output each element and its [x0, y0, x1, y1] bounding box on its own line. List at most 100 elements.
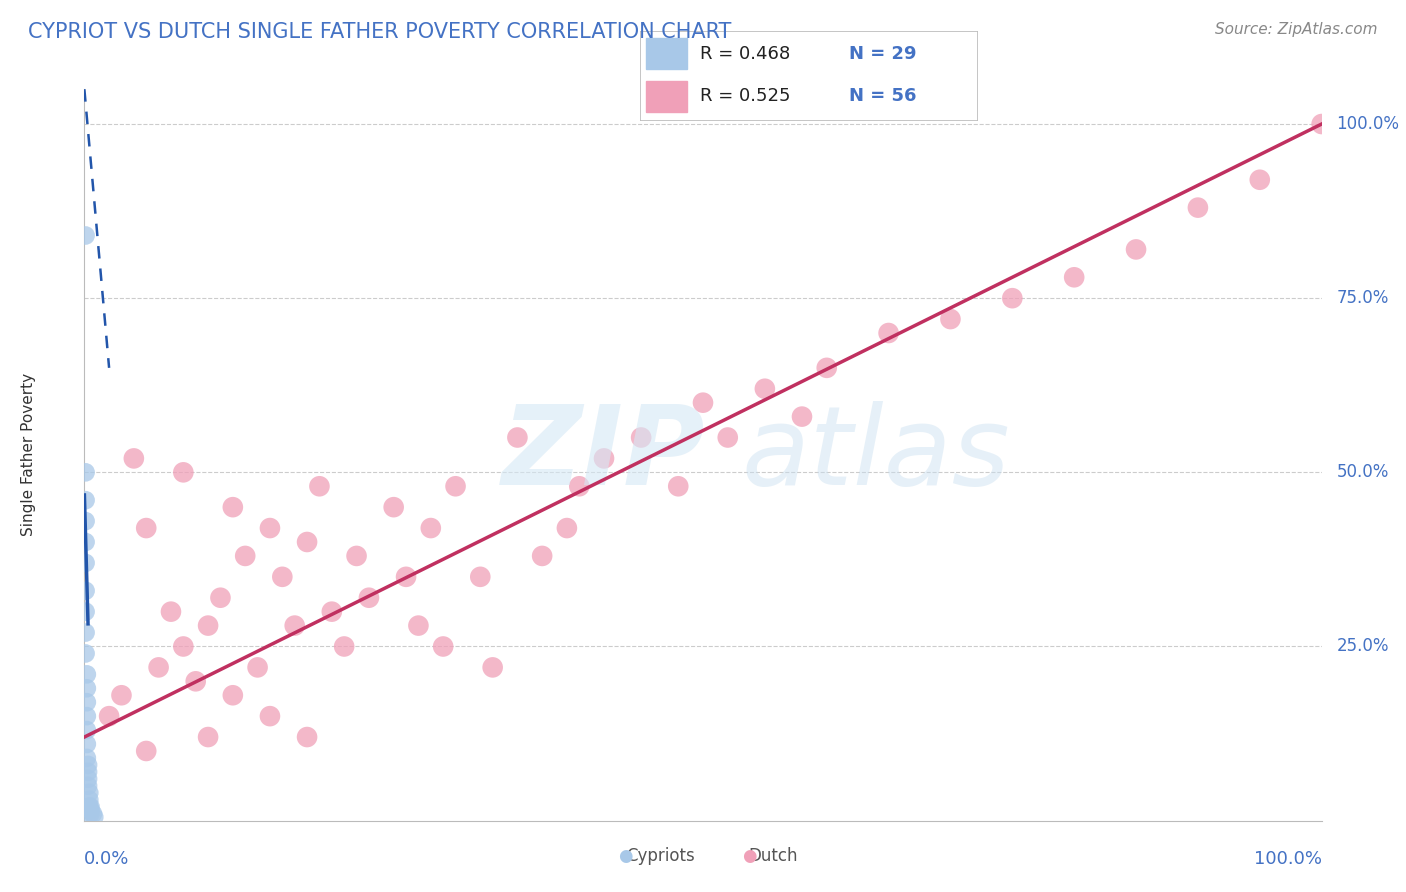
Point: [308, 479, 330, 493]
Point: [295, 730, 318, 744]
Point: [419, 521, 441, 535]
Point: [83, 810, 105, 824]
Point: [815, 360, 838, 375]
Point: [692, 395, 714, 409]
Point: [148, 660, 170, 674]
Point: [77, 764, 100, 779]
Point: [444, 479, 467, 493]
Point: [1187, 201, 1209, 215]
Point: [76, 667, 98, 681]
Point: [197, 618, 219, 632]
Point: [1001, 291, 1024, 305]
Point: [233, 549, 256, 563]
Point: [481, 660, 503, 674]
Bar: [647, 81, 688, 112]
Point: [172, 466, 194, 480]
Text: R = 0.468: R = 0.468: [700, 45, 790, 62]
Text: atlas: atlas: [742, 401, 1011, 508]
Point: [135, 521, 157, 535]
Point: [172, 640, 194, 654]
Point: [717, 430, 740, 444]
Text: ●: ●: [619, 847, 633, 865]
Text: ●: ●: [742, 847, 756, 865]
Point: [877, 326, 900, 340]
Point: [432, 640, 454, 654]
Point: [75, 647, 97, 661]
Point: [259, 521, 281, 535]
Text: 75.0%: 75.0%: [1337, 289, 1389, 307]
Point: [79, 803, 101, 817]
Point: [75, 493, 97, 508]
Point: [75, 535, 97, 549]
Point: [630, 430, 652, 444]
Text: Single Father Poverty: Single Father Poverty: [21, 374, 37, 536]
Point: [568, 479, 591, 493]
Point: [470, 570, 492, 584]
Point: [284, 618, 307, 632]
Point: [295, 535, 318, 549]
Point: [408, 618, 430, 632]
Point: [76, 709, 98, 723]
Text: Source: ZipAtlas.com: Source: ZipAtlas.com: [1215, 22, 1378, 37]
Point: [76, 695, 98, 709]
Point: [79, 806, 101, 821]
Point: [160, 605, 183, 619]
Point: [357, 591, 380, 605]
Point: [1125, 243, 1147, 257]
Point: [939, 312, 962, 326]
Point: [754, 382, 776, 396]
Point: [197, 730, 219, 744]
Point: [122, 451, 145, 466]
Text: Cypriots: Cypriots: [627, 847, 695, 865]
Point: [531, 549, 554, 563]
Point: [1249, 173, 1271, 187]
Point: [79, 786, 101, 800]
Text: N = 29: N = 29: [849, 45, 917, 62]
Point: [77, 758, 100, 772]
Text: 50.0%: 50.0%: [1337, 463, 1389, 482]
Point: [82, 806, 104, 821]
Point: [75, 605, 97, 619]
Point: [1310, 117, 1333, 131]
Text: 25.0%: 25.0%: [1337, 638, 1389, 656]
Point: [209, 591, 232, 605]
Point: [246, 660, 269, 674]
Point: [75, 556, 97, 570]
Point: [506, 430, 529, 444]
Point: [77, 772, 100, 786]
Point: [1063, 270, 1085, 285]
Point: [333, 640, 356, 654]
Text: Dutch: Dutch: [748, 847, 799, 865]
Point: [790, 409, 813, 424]
Point: [75, 583, 97, 598]
Point: [271, 570, 294, 584]
Point: [222, 688, 245, 702]
Point: [382, 500, 405, 515]
Point: [75, 625, 97, 640]
Point: [555, 521, 578, 535]
Point: [76, 723, 98, 737]
Point: [77, 779, 100, 793]
Point: [79, 799, 101, 814]
Text: R = 0.525: R = 0.525: [700, 87, 792, 105]
Point: [321, 605, 343, 619]
Text: 100.0%: 100.0%: [1254, 850, 1322, 868]
Point: [346, 549, 368, 563]
Text: 0.0%: 0.0%: [84, 850, 129, 868]
Point: [76, 681, 98, 696]
Point: [75, 514, 97, 528]
Point: [222, 500, 245, 515]
Point: [110, 688, 132, 702]
Point: [79, 799, 101, 814]
Point: [666, 479, 689, 493]
Text: CYPRIOT VS DUTCH SINGLE FATHER POVERTY CORRELATION CHART: CYPRIOT VS DUTCH SINGLE FATHER POVERTY C…: [28, 22, 731, 42]
Point: [75, 228, 97, 243]
Point: [395, 570, 418, 584]
Text: N = 56: N = 56: [849, 87, 917, 105]
Point: [79, 793, 101, 807]
Point: [259, 709, 281, 723]
Point: [593, 451, 616, 466]
Point: [135, 744, 157, 758]
Point: [76, 737, 98, 751]
Text: ZIP: ZIP: [502, 401, 706, 508]
